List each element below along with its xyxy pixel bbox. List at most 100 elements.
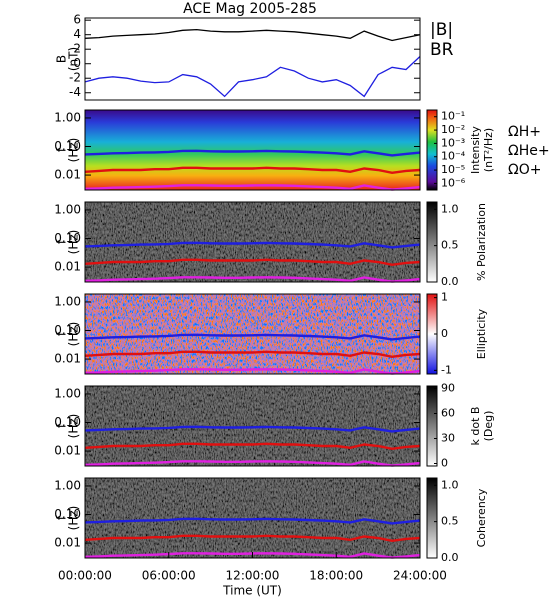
y-axis-label: (Hz)	[67, 230, 81, 255]
colorbar	[426, 109, 438, 191]
colorbar-tick-label: 0	[441, 327, 448, 340]
colorbar-tick-label: 0.0	[441, 551, 459, 564]
series-line	[84, 149, 421, 157]
series-line	[84, 460, 421, 467]
y-axis-label: f	[55, 423, 69, 428]
colorbar-label: (Deg)	[482, 411, 495, 442]
series-line	[84, 517, 421, 525]
colorbar-tick-label: 1	[441, 291, 448, 304]
plot-frame	[84, 385, 421, 467]
y-axis-label: f	[55, 515, 69, 520]
spectrogram-background	[85, 294, 420, 374]
x-tick-label: 18:00:00	[309, 569, 363, 583]
colorbar-label: % Polarization	[475, 203, 488, 281]
series-line	[84, 276, 421, 283]
series-line	[84, 56, 421, 98]
y-tick-label: 0.01	[54, 536, 81, 550]
y-axis-label: (Hz)	[67, 322, 81, 347]
colorbar-tick-label: -1	[441, 363, 452, 376]
spectrogram-background	[85, 386, 420, 466]
x-axis-label: Time (UT)	[222, 584, 282, 598]
y-axis-label: (Hz)	[67, 138, 81, 163]
series-line	[84, 241, 421, 249]
colorbar-tick-label: 0.5	[441, 239, 459, 252]
legend-entry: |B|	[430, 20, 453, 40]
legend-entry: ΩH+	[508, 124, 541, 140]
colorbar-tick-label: 90	[441, 382, 455, 395]
y-tick-label: 2	[73, 42, 81, 56]
spectrogram-background	[85, 202, 420, 282]
x-tick-label: 12:00:00	[226, 569, 280, 583]
y-tick-label: -4	[69, 85, 81, 99]
series-line	[84, 258, 421, 267]
y-tick-label: 0.01	[54, 444, 81, 458]
plot-frame	[84, 293, 421, 375]
y-axis-label: f	[55, 147, 69, 152]
plot-frame	[84, 109, 421, 191]
y-tick-label: 0.01	[54, 168, 81, 182]
series-line	[84, 425, 421, 433]
y-tick-label: 1.00	[54, 202, 81, 216]
y-tick-label: 0.10	[54, 415, 81, 429]
series-line	[84, 28, 421, 42]
y-tick-label: 0.10	[54, 323, 81, 337]
y-axis-label: (nT)	[67, 47, 81, 71]
colorbar-tick-label: 10⁻⁵	[441, 163, 465, 176]
series-line	[84, 442, 421, 451]
colorbar-label: k dot B	[469, 407, 482, 446]
colorbar	[426, 385, 438, 467]
colorbar-tick-label: 0.5	[441, 515, 459, 528]
y-axis-label: f	[55, 239, 69, 244]
x-tick-label: 06:00:00	[142, 569, 196, 583]
colorbar-tick-label: 10⁻⁶	[441, 176, 466, 189]
x-tick-label: 24:00:00	[393, 569, 447, 583]
colorbar-tick-label: 10⁻¹	[441, 110, 465, 123]
legend-entry: BR	[430, 40, 454, 60]
colorbar-label: Intensity	[469, 126, 482, 174]
colorbar-label: Coherency	[475, 488, 488, 547]
y-tick-label: 0	[73, 56, 81, 70]
series-line	[84, 368, 421, 375]
colorbar	[426, 201, 438, 283]
y-tick-label: 4	[73, 27, 81, 41]
y-tick-label: 0.01	[54, 352, 81, 366]
plot-frame	[84, 201, 421, 283]
series-line	[84, 184, 421, 191]
y-tick-label: 1.00	[54, 478, 81, 492]
colorbar-tick-label: 10⁻⁴	[441, 150, 466, 163]
colorbar-tick-label: 0	[441, 457, 448, 470]
colorbar-tick-label: 1.0	[441, 478, 459, 491]
colorbar-tick-label: 10⁻³	[441, 136, 465, 149]
colorbar-tick-label: 1.0	[441, 202, 459, 215]
colorbar-tick-label: 0.0	[441, 275, 459, 288]
colorbar-tick-label: 60	[441, 407, 455, 420]
y-tick-label: 0.01	[54, 260, 81, 274]
y-tick-label: 0.10	[54, 139, 81, 153]
y-axis-label: B	[55, 55, 69, 63]
colorbar-tick-label: 30	[441, 432, 455, 445]
colorbar-label: (nT²/Hz)	[482, 128, 495, 172]
colorbar	[426, 477, 438, 559]
series-line	[84, 534, 421, 543]
y-axis-label: f	[55, 331, 69, 336]
y-axis-label: (Hz)	[67, 506, 81, 531]
series-line	[84, 333, 421, 341]
series-line	[84, 166, 421, 175]
y-tick-label: 1.00	[54, 294, 81, 308]
y-tick-label: -2	[69, 71, 81, 85]
colorbar-tick-label: 10⁻²	[441, 123, 465, 136]
x-tick-label: 00:00:00	[58, 569, 112, 583]
y-tick-label: 1.00	[54, 110, 81, 124]
plot-frame	[84, 17, 421, 101]
legend-entry: ΩO+	[508, 162, 541, 178]
y-axis-label: (Hz)	[67, 414, 81, 439]
spectrogram-background	[85, 478, 420, 558]
spectrogram-background	[85, 110, 420, 190]
colorbar-label: Ellipticity	[475, 308, 488, 359]
y-tick-label: 0.10	[54, 507, 81, 521]
chart-title: ACE Mag 2005-285	[183, 1, 317, 17]
legend-entry: ΩHe+	[508, 143, 550, 159]
series-line	[84, 350, 421, 359]
y-tick-label: 6	[73, 13, 81, 27]
